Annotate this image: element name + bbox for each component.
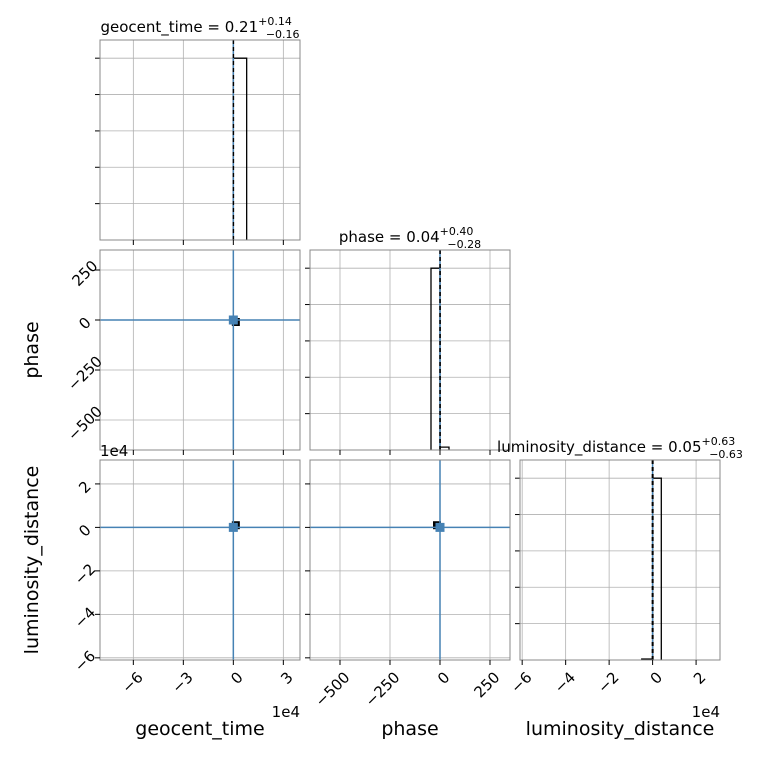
x-tick-label: 250	[470, 668, 503, 701]
hist-title-phase: phase = 0.04+0.40 −0.28	[339, 225, 481, 251]
x-tick-label: −6	[507, 668, 535, 696]
hist-panel-phase: phase = 0.04+0.40 −0.28	[305, 225, 511, 455]
x-tick-label: 2	[690, 668, 709, 687]
hist-title-geocent_time: geocent_time = 0.21+0.14 −0.16	[100, 15, 299, 41]
y-tick-label: 0	[75, 314, 94, 333]
panel-frame	[519, 459, 721, 661]
x-offset-label: 1e4	[692, 703, 720, 721]
panel-frame	[99, 459, 301, 661]
x-tick-label: −2	[594, 668, 622, 696]
scatter-panel-phase-vs-luminosity_distance: −500 −250 0 250 phase	[305, 459, 511, 740]
x-tick-label: −250	[362, 668, 404, 710]
hist-panel-luminosity_distance: luminosity_distance = 0.05+0.63 −0.63 −6 −4…	[497, 435, 743, 740]
y-tick-label: 250	[69, 257, 102, 290]
x-tick-label: −500	[312, 668, 354, 710]
y-axis-label-luminosity_distance: luminosity_distance	[21, 466, 43, 655]
x-tick-label: −4	[551, 668, 579, 696]
hist-bin	[430, 267, 441, 450]
y-tick-label: 0	[75, 521, 94, 540]
scatter-panel-geocent_time-vs-luminosity_distance: −6 −3 0 3 1e4 geocent_time −6 −4 −2 0 2 1e4 luminosi…	[21, 442, 301, 740]
x-axis-label-geocent_time: geocent_time	[135, 718, 264, 740]
panel-frame	[99, 249, 301, 451]
truth-marker	[435, 522, 445, 532]
hist-bin	[651, 477, 662, 660]
x-axis-label-phase: phase	[381, 718, 438, 740]
hist-bin	[232, 57, 248, 240]
panel-frame	[99, 39, 301, 241]
truth-marker	[228, 522, 238, 532]
y-tick-label: −6	[71, 647, 99, 675]
x-tick-label: 0	[434, 668, 453, 687]
x-tick-label: 0	[227, 668, 246, 687]
y-tick-label: −2	[71, 560, 99, 588]
panel-frame	[309, 249, 511, 451]
y-axis-label-phase: phase	[21, 321, 43, 378]
hist-title-luminosity_distance: luminosity_distance = 0.05+0.63 −0.63	[497, 435, 743, 461]
x-tick-label: −3	[168, 668, 196, 696]
y-offset-label: 1e4	[100, 442, 128, 460]
x-tick-label: 3	[277, 668, 296, 687]
x-axis-label-luminosity_distance: luminosity_distance	[526, 718, 715, 740]
x-offset-label: 1e4	[272, 703, 300, 721]
y-tick-label: 2	[75, 478, 94, 497]
hist-panel-geocent_time: geocent_time = 0.21+0.14 −0.16	[95, 15, 301, 245]
x-tick-label: −6	[118, 668, 146, 696]
truth-marker	[228, 315, 238, 325]
y-tick-label: −4	[71, 604, 99, 632]
x-tick-label: 0	[647, 668, 666, 687]
panel-frame	[309, 459, 511, 661]
